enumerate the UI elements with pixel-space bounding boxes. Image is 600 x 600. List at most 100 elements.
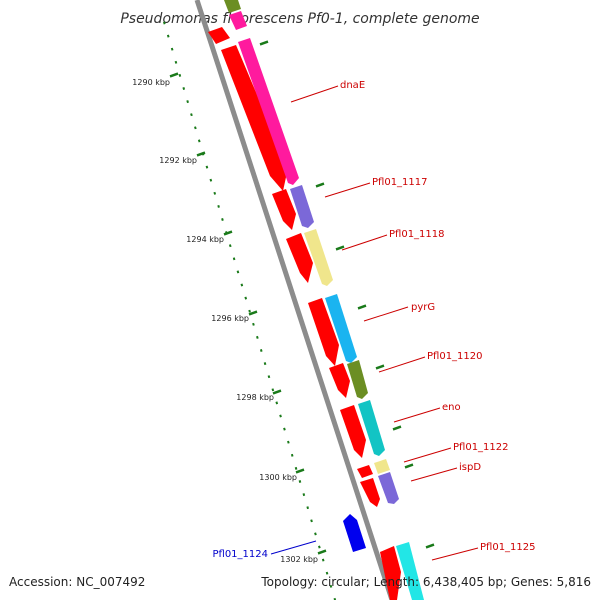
minor-tick xyxy=(310,519,313,523)
minor-tick xyxy=(248,309,251,313)
accession-text: Accession: NC_007492 xyxy=(9,575,145,589)
gene-arrow-magenta xyxy=(229,11,247,30)
outer-ring-tick xyxy=(404,463,414,469)
kbp-label: 1296 kbp xyxy=(211,314,249,323)
gene-arrow-dnaE xyxy=(238,38,299,185)
minor-tick xyxy=(174,60,178,64)
gene-label-ispD: ispD xyxy=(459,462,481,473)
gene-label-Pfl01_1125: Pfl01_1125 xyxy=(480,542,536,553)
minor-tick xyxy=(306,506,309,510)
genome-backbone xyxy=(194,0,395,600)
gene-label-Pfl01_1120: Pfl01_1120 xyxy=(427,351,483,362)
minor-tick xyxy=(182,87,186,90)
gene-label-pyrG: pyrG xyxy=(411,302,435,313)
minor-tick xyxy=(271,388,275,392)
minor-tick xyxy=(194,126,197,130)
cds-arrow xyxy=(357,465,373,478)
gene-arrow-olive xyxy=(224,0,241,13)
gene-arrow-pyrG xyxy=(325,294,357,363)
cds-arrow xyxy=(329,363,350,398)
gene-arrow-Pfl01_1122 xyxy=(374,459,390,474)
major-tick xyxy=(295,468,305,474)
cds-arrow xyxy=(208,27,230,44)
connector-line xyxy=(270,540,317,555)
minor-tick xyxy=(290,453,294,457)
major-tick xyxy=(272,389,282,395)
minor-tick xyxy=(283,427,286,431)
kbp-label: 1290 kbp xyxy=(132,78,170,87)
minor-tick xyxy=(209,178,213,182)
gene-label-eno: eno xyxy=(442,402,461,413)
major-tick xyxy=(223,230,233,236)
minor-tick xyxy=(302,493,306,497)
minor-tick xyxy=(321,558,325,562)
connector-line xyxy=(410,467,458,482)
minor-tick xyxy=(232,257,236,261)
minor-tick xyxy=(236,270,240,274)
major-tick xyxy=(169,72,179,78)
connector-line xyxy=(341,234,388,251)
minor-tick xyxy=(256,335,259,339)
minor-tick xyxy=(178,73,182,77)
minor-tick xyxy=(314,532,317,536)
cds-arrow xyxy=(221,45,288,191)
gene-arrows xyxy=(224,0,424,600)
map-title: Pseudomonas fluorescens Pf0-1, complete … xyxy=(120,11,479,27)
minor-tick xyxy=(163,21,166,25)
gene-label-connectors xyxy=(270,85,479,561)
minor-tick xyxy=(205,165,209,169)
minor-tick xyxy=(259,349,263,352)
minor-tick xyxy=(221,218,224,221)
gene-label-dnaE: dnaE xyxy=(340,80,365,91)
minor-tick xyxy=(186,100,189,104)
minor-tick xyxy=(298,480,302,483)
kbp-label: 1302 kbp xyxy=(280,555,318,564)
minor-tick xyxy=(318,545,321,549)
gene-labels: dnaE Pfl01_1117 Pfl01_1118 pyrG Pfl01_11… xyxy=(212,80,535,560)
minor-tick xyxy=(279,414,282,418)
minor-tick xyxy=(325,571,329,575)
minor-tick xyxy=(287,440,290,444)
gene-label-Pfl01_1124: Pfl01_1124 xyxy=(212,549,268,560)
kbp-labels: 1290 kbp 1292 kbp 1294 kbp 1296 kbp 1298… xyxy=(132,78,318,564)
kbp-label: 1292 kbp xyxy=(159,156,197,165)
outer-ring-tick xyxy=(259,40,269,46)
outer-ring-tick xyxy=(357,304,367,310)
cds-arrow xyxy=(286,233,313,283)
minor-tick xyxy=(166,34,170,38)
outer-ring-tick xyxy=(335,245,345,251)
connector-line xyxy=(324,182,371,198)
minor-tick xyxy=(263,362,267,366)
gene-arrow-Pfl01_1124 xyxy=(343,514,366,552)
connector-line xyxy=(363,306,409,322)
major-tick xyxy=(317,549,327,555)
minor-tick xyxy=(275,401,279,405)
gene-arrow-Pfl01_1125 xyxy=(396,542,424,600)
minor-tick xyxy=(333,597,337,600)
cds-arrow xyxy=(360,478,380,507)
kbp-label: 1300 kbp xyxy=(259,473,297,482)
connector-line xyxy=(378,356,426,373)
minor-tick xyxy=(252,322,255,326)
minor-ticks xyxy=(163,21,337,600)
gene-arrow-Pfl01_1118 xyxy=(304,229,333,286)
cds-arrow xyxy=(272,189,296,230)
minor-tick xyxy=(228,244,232,248)
connector-line xyxy=(403,447,452,463)
gene-arrow-Pfl01_1117 xyxy=(290,185,314,228)
minor-tick xyxy=(213,191,217,195)
kbp-label: 1294 kbp xyxy=(186,235,224,244)
gene-arrow-Pfl01_1120 xyxy=(347,360,368,399)
cds-ring xyxy=(208,27,401,600)
connector-line xyxy=(431,547,479,561)
minor-tick xyxy=(329,584,333,588)
connector-line xyxy=(393,407,441,423)
major-tick xyxy=(196,151,206,157)
minor-tick xyxy=(240,283,244,287)
outer-ring-tick xyxy=(375,364,385,370)
gene-label-Pfl01_1117: Pfl01_1117 xyxy=(372,177,428,188)
minor-tick xyxy=(244,296,248,300)
outer-ring-tick xyxy=(392,425,402,431)
minor-tick xyxy=(170,47,174,51)
